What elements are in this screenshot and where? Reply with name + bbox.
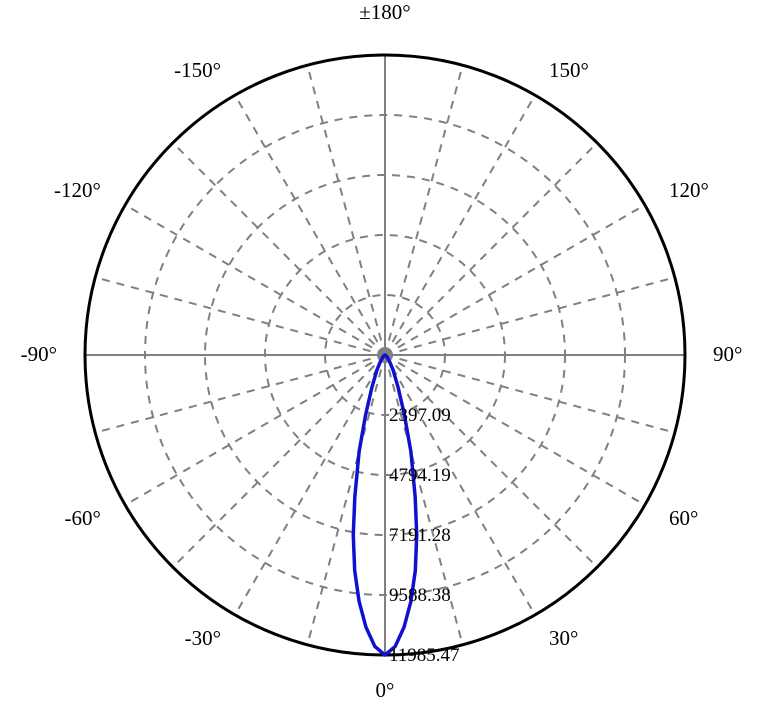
angle-label: 150° <box>549 58 589 82</box>
angle-label: 90° <box>713 342 742 366</box>
radial-label: 7191.28 <box>389 525 451 546</box>
angle-label: 0° <box>376 678 395 702</box>
angle-label: -120° <box>54 178 101 202</box>
angle-label: -90° <box>21 342 57 366</box>
radial-label: 4794.19 <box>389 465 451 486</box>
radial-label: 9588.38 <box>389 585 451 606</box>
polar-chart: 0° 30° 60° 90° 120° 150° ±180° -150° -120° -90° -6… <box>0 0 770 711</box>
angle-label: -150° <box>174 58 221 82</box>
radial-label: 2397.09 <box>389 405 451 426</box>
angle-label: 30° <box>549 626 578 650</box>
angle-label: -30° <box>185 626 221 650</box>
angle-label: -60° <box>65 506 101 530</box>
angle-label: 120° <box>669 178 709 202</box>
angle-label: ±180° <box>359 0 410 24</box>
angle-label: 60° <box>669 506 698 530</box>
radial-label: 11985.47 <box>389 645 460 666</box>
